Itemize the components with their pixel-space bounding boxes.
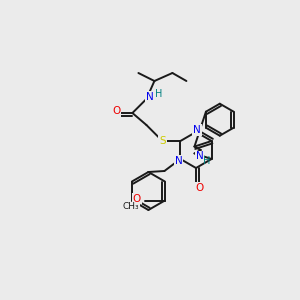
Text: N: N [175, 156, 182, 166]
Text: N: N [146, 92, 153, 102]
Text: CH₃: CH₃ [123, 202, 139, 211]
Text: N: N [196, 152, 203, 161]
Text: N: N [193, 125, 201, 135]
Text: S: S [159, 136, 166, 146]
Text: O: O [112, 106, 121, 116]
Text: H: H [155, 89, 162, 99]
Text: O: O [196, 183, 204, 193]
Text: H: H [203, 156, 210, 167]
Text: O: O [133, 194, 141, 203]
